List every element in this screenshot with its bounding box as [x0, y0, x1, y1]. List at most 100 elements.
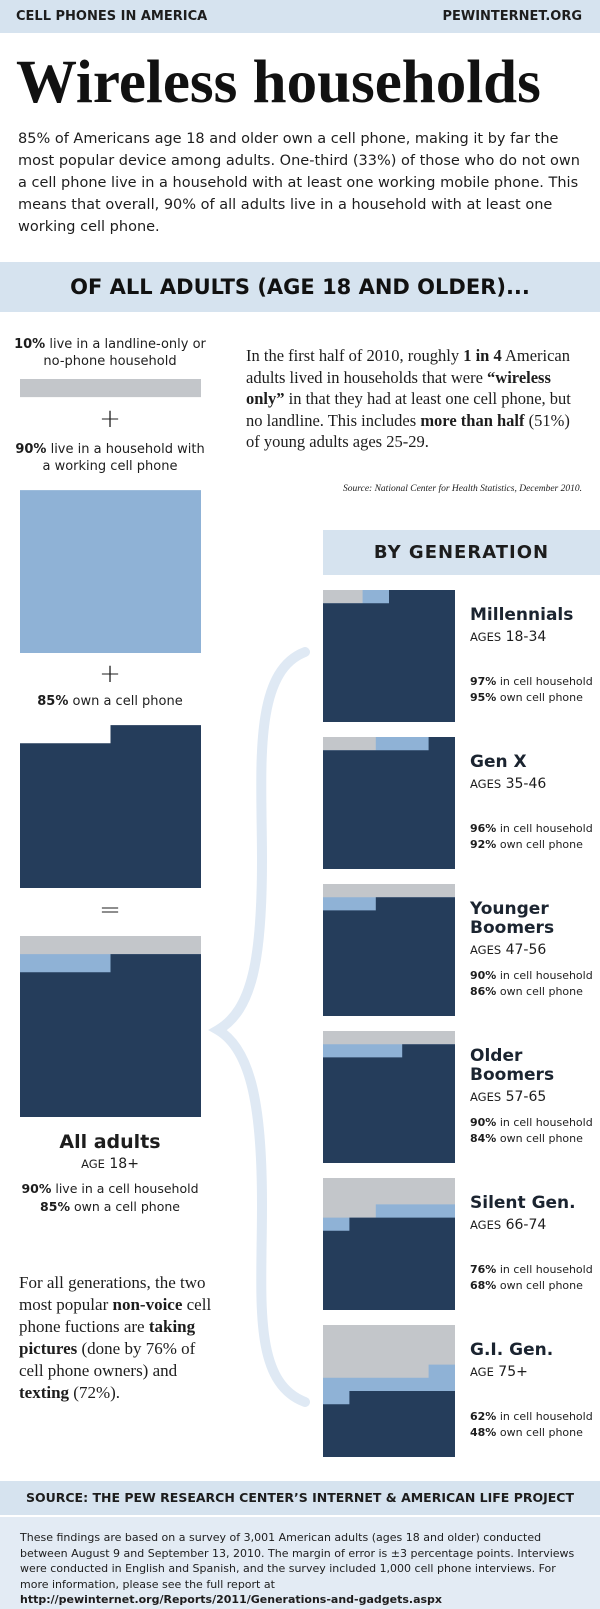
text: (done by 76% of cell phone owners) and	[19, 1339, 196, 1380]
component-label: 10% live in a landline-only or no-phone …	[10, 336, 210, 370]
unit-region	[323, 1217, 455, 1310]
text: own cell phone	[499, 1132, 583, 1145]
generation-name: G.I. Gen.	[470, 1340, 554, 1360]
generation-stats: 97% in cell household 95% own cell phone	[470, 674, 595, 706]
unit-region	[323, 897, 455, 1016]
stat: 85% own a cell phone	[10, 1198, 210, 1216]
percent: 68%	[470, 1279, 497, 1292]
header-bar: CELL PHONES IN AMERICA PEWINTERNET.ORG	[0, 0, 600, 33]
age-value: 66-74	[505, 1217, 547, 1233]
section-label: CELL PHONES IN AMERICA	[16, 9, 208, 24]
percent: 85%	[37, 694, 69, 709]
text: in cell household	[499, 675, 593, 688]
generation-age: AGES 35-46	[470, 776, 595, 792]
generation-age: AGES 66-74	[470, 1217, 595, 1233]
generation-age: AGES 18-34	[470, 629, 595, 645]
text: in cell household	[499, 1263, 593, 1276]
emphasis: “wireless only”	[246, 367, 551, 409]
percent: 85%	[40, 1199, 70, 1214]
generation-label: Younger Boomers AGES 47-56	[470, 899, 595, 959]
age-value: 18-34	[505, 629, 547, 645]
text: own cell phone	[499, 691, 583, 704]
text: cell phone fuctions are	[19, 1295, 212, 1336]
source-band: SOURCE: THE PEW RESEARCH CENTER’S INTERN…	[0, 1481, 600, 1515]
age-prefix: AGES	[470, 630, 502, 644]
unit-region	[20, 379, 201, 398]
operator: +	[99, 404, 121, 434]
generation-stats: 62% in cell household 48% own cell phone	[470, 1409, 595, 1441]
stat: 84% own cell phone	[470, 1131, 595, 1147]
generation-stats: 96% in cell household 92% own cell phone	[470, 821, 595, 853]
emphasis: 1 in 4	[463, 346, 502, 365]
generation-stats: 76% in cell household 68% own cell phone	[470, 1262, 595, 1294]
generation-name: Gen X	[470, 752, 527, 772]
generation-age: AGE 75+	[470, 1364, 595, 1380]
age-prefix: AGE	[470, 1365, 494, 1379]
percent: 90%	[470, 969, 497, 982]
component-label: 85% own a cell phone	[10, 693, 210, 710]
percent: 97%	[470, 675, 497, 688]
generation-name: Silent Gen.	[470, 1193, 576, 1213]
text: in cell household	[499, 969, 593, 982]
stat: 95% own cell phone	[470, 690, 595, 706]
text: in that they had at least one cell phone…	[246, 389, 571, 430]
all-adults-label: All adults AGE 18+ 90% live in a cell ho…	[10, 1130, 210, 1216]
generation-label: G.I. Gen. AGE 75+	[470, 1340, 595, 1381]
generation-label: Older Boomers AGES 57-65	[470, 1046, 595, 1106]
text: own a cell phone	[72, 694, 183, 709]
percent: 92%	[470, 838, 497, 851]
generation-name: Millennials	[470, 605, 574, 625]
percent: 62%	[470, 1410, 497, 1423]
percent: 10%	[14, 337, 46, 352]
text: For all generations, the two most popula…	[19, 1273, 206, 1314]
section-band: OF ALL ADULTS (AGE 18 AND OLDER)...	[0, 262, 600, 312]
age-value: 35-46	[505, 776, 547, 792]
text: (72%).	[69, 1383, 121, 1402]
title: Wireless households	[16, 49, 541, 116]
generation-stats: 90% in cell household 84% own cell phone	[470, 1115, 595, 1147]
functions-note: For all generations, the two most popula…	[19, 1272, 224, 1404]
stat: 92% own cell phone	[470, 837, 595, 853]
text: These findings are based on a survey of …	[20, 1531, 575, 1591]
percent: 90%	[470, 1116, 497, 1129]
site-label: PEWINTERNET.ORG	[442, 9, 582, 24]
text: live in a household with a working cell …	[42, 442, 205, 474]
age-value: 47-56	[505, 942, 547, 958]
age-value: 75+	[498, 1364, 528, 1380]
stat: 76% in cell household	[470, 1262, 595, 1278]
generation-name: Younger Boomers	[470, 899, 555, 938]
name: All adults	[59, 1131, 161, 1153]
age-prefix: AGES	[470, 1218, 502, 1232]
age-prefix: AGES	[470, 943, 502, 957]
unit-region	[323, 737, 455, 869]
stat: 48% own cell phone	[470, 1425, 595, 1441]
wireless-note: In the first half of 2010, roughly 1 in …	[246, 345, 586, 453]
age-prefix: AGES	[470, 1090, 502, 1104]
emphasis: more than half	[420, 410, 525, 430]
wireless-source: Source: National Center for Health Stati…	[343, 484, 582, 494]
emphasis: non-voice	[112, 1295, 183, 1314]
generation-age: AGES 57-65	[470, 1089, 595, 1105]
age-value: 18+	[109, 1156, 139, 1172]
percent: 96%	[470, 822, 497, 835]
age: AGE 18+	[10, 1156, 210, 1172]
generation-label: Silent Gen. AGES 66-74	[470, 1193, 595, 1234]
generation-name: Older Boomers	[470, 1046, 555, 1085]
percent: 90%	[21, 1181, 52, 1196]
stat: 62% in cell household	[470, 1409, 595, 1425]
text: (51%) of young adults ages 25-29.	[246, 410, 570, 452]
text: own cell phone	[499, 1279, 583, 1292]
stat: 90% in cell household	[470, 1115, 595, 1131]
stat: 90% live in a cell household	[10, 1180, 210, 1198]
stat: 90% in cell household	[470, 968, 595, 984]
unit-region	[20, 490, 201, 653]
footer-text: These findings are based on a survey of …	[0, 1517, 600, 1608]
percent: 90%	[15, 442, 47, 457]
generation-label: Millennials AGES 18-34	[470, 605, 595, 646]
percent: 86%	[470, 985, 497, 998]
text: own cell phone	[499, 838, 583, 851]
percent: 84%	[470, 1132, 497, 1145]
stat: 96% in cell household	[470, 821, 595, 837]
emphasis: texting	[19, 1383, 70, 1402]
unit-region	[20, 725, 201, 888]
